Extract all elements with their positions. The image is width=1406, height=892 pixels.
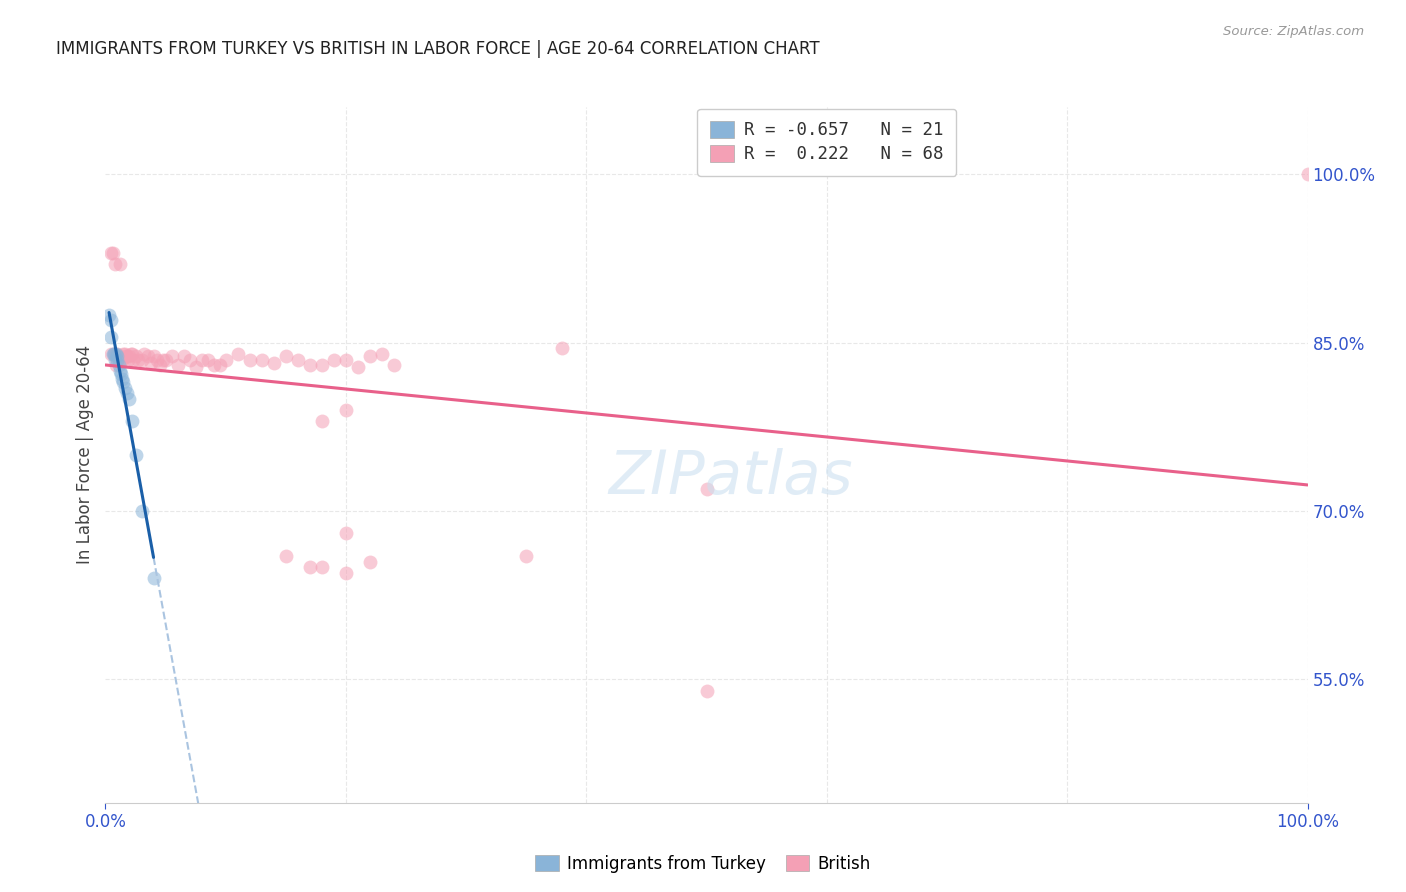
Point <box>166 358 188 372</box>
Point <box>98 308 121 322</box>
Point <box>1296 167 1319 181</box>
Point <box>298 358 321 372</box>
Point <box>142 571 165 585</box>
Point <box>110 367 132 381</box>
Point <box>122 352 145 367</box>
Point <box>115 349 138 363</box>
Point <box>214 352 236 367</box>
Point <box>239 352 262 367</box>
Point <box>184 360 207 375</box>
Point <box>117 352 139 367</box>
Point <box>107 349 129 363</box>
Point <box>250 352 273 367</box>
Point <box>335 403 357 417</box>
Point <box>112 347 135 361</box>
Point <box>287 352 309 367</box>
Point <box>101 246 124 260</box>
Point <box>155 352 177 367</box>
Point <box>107 358 129 372</box>
Point <box>263 356 285 370</box>
Point <box>322 352 344 367</box>
Point <box>197 352 219 367</box>
Point <box>111 371 134 385</box>
Point <box>132 347 155 361</box>
Point <box>124 349 146 363</box>
Point <box>131 504 153 518</box>
Point <box>121 414 143 428</box>
Point <box>105 358 128 372</box>
Point <box>335 526 357 541</box>
Point <box>110 352 132 367</box>
Point <box>160 349 183 363</box>
Point <box>515 549 537 563</box>
Point <box>551 341 574 355</box>
Point <box>696 683 718 698</box>
Text: ZIPatlas: ZIPatlas <box>609 448 853 507</box>
Point <box>136 349 159 363</box>
Point <box>120 347 142 361</box>
Point <box>382 358 405 372</box>
Point <box>274 349 297 363</box>
Point <box>298 560 321 574</box>
Point <box>152 352 174 367</box>
Legend: Immigrants from Turkey, British: Immigrants from Turkey, British <box>529 848 877 880</box>
Point <box>100 313 122 327</box>
Point <box>100 347 122 361</box>
Point <box>142 349 165 363</box>
Point <box>274 549 297 563</box>
Point <box>173 349 195 363</box>
Point <box>107 352 129 367</box>
Point <box>146 352 169 367</box>
Point <box>101 347 124 361</box>
Point <box>131 352 153 367</box>
Point <box>121 347 143 361</box>
Text: IMMIGRANTS FROM TURKEY VS BRITISH IN LABOR FORCE | AGE 20-64 CORRELATION CHART: IMMIGRANTS FROM TURKEY VS BRITISH IN LAB… <box>56 40 820 58</box>
Point <box>124 448 146 462</box>
Point <box>311 560 333 574</box>
Point <box>114 347 136 361</box>
Point <box>104 257 127 271</box>
Point <box>111 352 134 367</box>
Point <box>359 555 381 569</box>
Point <box>179 352 201 367</box>
Point <box>359 349 381 363</box>
Point <box>105 347 128 361</box>
Point <box>226 347 249 361</box>
Point <box>114 381 136 395</box>
Point <box>103 347 125 361</box>
Point <box>103 347 125 361</box>
Point <box>118 392 141 406</box>
Point <box>202 358 225 372</box>
Point <box>104 352 127 367</box>
Point <box>335 566 357 580</box>
Point <box>115 386 138 401</box>
Point <box>190 352 212 367</box>
Y-axis label: In Labor Force | Age 20-64: In Labor Force | Age 20-64 <box>76 345 94 565</box>
Point <box>371 347 394 361</box>
Text: Source: ZipAtlas.com: Source: ZipAtlas.com <box>1223 25 1364 38</box>
Point <box>108 364 131 378</box>
Point <box>100 246 122 260</box>
Point <box>112 375 135 389</box>
Legend: R = -0.657   N = 21, R =  0.222   N = 68: R = -0.657 N = 21, R = 0.222 N = 68 <box>697 109 956 176</box>
Point <box>115 349 138 363</box>
Point <box>696 482 718 496</box>
Point <box>107 352 129 367</box>
Point <box>100 330 122 344</box>
Point <box>118 349 141 363</box>
Point <box>108 257 131 271</box>
Point <box>335 352 357 367</box>
Point <box>139 356 162 370</box>
Point <box>208 358 231 372</box>
Point <box>311 414 333 428</box>
Point <box>107 347 129 361</box>
Point <box>347 360 370 375</box>
Point <box>148 358 170 372</box>
Point <box>311 358 333 372</box>
Point <box>127 352 149 367</box>
